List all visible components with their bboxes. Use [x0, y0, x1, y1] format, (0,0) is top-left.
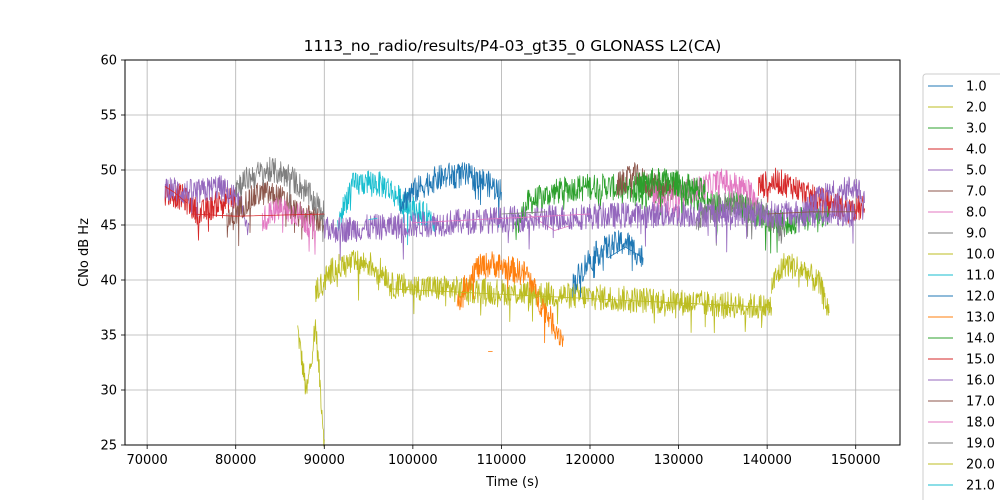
y-tick-label: 55 — [100, 109, 117, 124]
series-line-21-0 — [368, 218, 378, 220]
plot-frame — [124, 59, 901, 446]
series-line-12-0 — [399, 162, 502, 228]
y-tick-label: 30 — [100, 384, 117, 399]
ticks: 70000 80000 90000 100000 110000 120000 130000 1… — [100, 54, 880, 469]
series-line-14-0 — [633, 167, 706, 216]
legend-label: 4.0 — [966, 143, 987, 158]
series-line-18-0 — [412, 213, 591, 224]
legend-label: 11.0 — [966, 269, 995, 284]
x-tick-label: 150000 — [831, 453, 881, 468]
series-line-5-0 — [802, 176, 865, 226]
series-line-5-0 — [164, 175, 250, 236]
legend-label: 10.0 — [966, 248, 995, 263]
legend-label: 1.0 — [966, 80, 987, 95]
legend-label: 14.0 — [966, 332, 995, 347]
series-line-16-0 — [323, 200, 857, 261]
legend-label: 13.0 — [966, 311, 995, 326]
y-tick-label: 50 — [100, 164, 117, 179]
series-layer — [164, 156, 865, 447]
legend-label: 7.0 — [966, 185, 987, 200]
legend-label: 16.0 — [966, 374, 995, 389]
y-tick-label: 35 — [100, 329, 117, 344]
series-line-20-0 — [390, 288, 772, 308]
legend-label: 21.0 — [966, 479, 995, 494]
series-line-9-0 — [235, 156, 325, 242]
x-axis-title: Time (s) — [485, 475, 539, 490]
legend-label: 18.0 — [966, 416, 995, 431]
legend-label: 9.0 — [966, 227, 987, 242]
series-line-8-0 — [651, 168, 759, 224]
series-line-8-0 — [261, 197, 316, 255]
series-line-2-0 — [297, 319, 325, 447]
y-tick-label: 45 — [100, 219, 117, 234]
x-tick-label: 140000 — [742, 453, 792, 468]
x-tick-label: 70000 — [126, 453, 167, 468]
y-tick-label: 60 — [100, 54, 117, 69]
series-line-17-0 — [767, 211, 856, 215]
legend-label: 2.0 — [966, 101, 987, 116]
y-tick-label: 25 — [100, 439, 117, 454]
series-line-15-0 — [164, 186, 188, 204]
legend-label: 20.0 — [966, 458, 995, 473]
legend-label: 12.0 — [966, 290, 995, 305]
x-tick-label: 110000 — [477, 453, 527, 468]
y-axis-title: CNo dB Hz — [77, 218, 92, 287]
y-tick-label: 40 — [100, 274, 117, 289]
legend-box — [922, 73, 1000, 500]
x-tick-label: 100000 — [388, 453, 438, 468]
series-line-4-0 — [164, 182, 237, 241]
legend-label: 19.0 — [966, 437, 995, 452]
x-tick-label: 90000 — [304, 453, 345, 468]
series-line-10-0 — [315, 250, 772, 334]
series-line-10-0 — [771, 253, 830, 316]
legend-label: 3.0 — [966, 122, 987, 137]
legend-label: 15.0 — [966, 353, 995, 368]
series-line-12-0 — [571, 230, 644, 299]
legend: 1.0 2.0 3.0 4.0 5.0 7.0 8.0 9.0 10.0 11.0 12.0 13.0… — [922, 73, 1000, 500]
legend-label: 8.0 — [966, 206, 987, 221]
x-tick-label: 120000 — [565, 453, 615, 468]
x-tick-label: 130000 — [654, 453, 704, 468]
series-line-3-0 — [514, 173, 830, 254]
legend-label: 17.0 — [966, 395, 995, 410]
legend-label: 5.0 — [966, 164, 987, 179]
grid — [125, 59, 900, 446]
series-line-13-0 — [456, 251, 564, 347]
series-line-19-0 — [501, 211, 546, 215]
chart-title: 1113_no_radio/results/P4-03_gt35_0 GLONA… — [304, 37, 722, 56]
series-line-15-0 — [191, 213, 325, 217]
x-tick-label: 80000 — [215, 453, 256, 468]
